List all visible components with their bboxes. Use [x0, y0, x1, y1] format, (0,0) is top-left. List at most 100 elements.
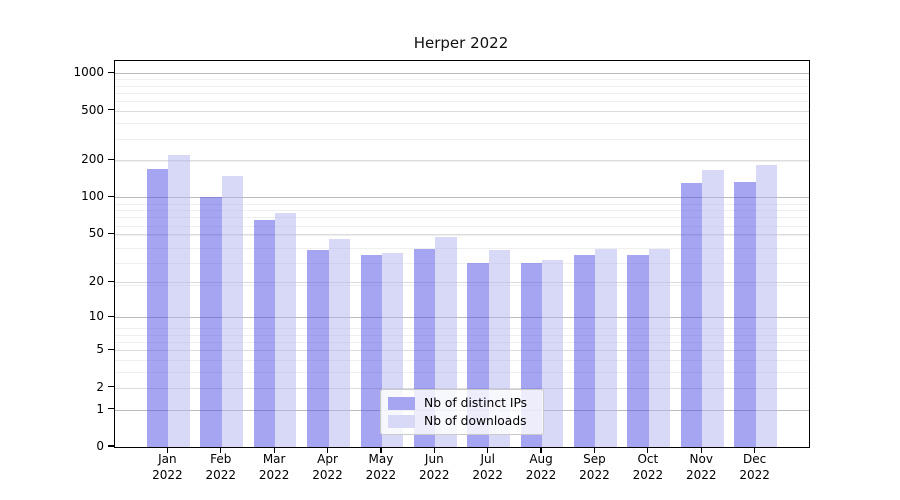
minor-gridline	[115, 263, 809, 265]
y-gridline	[115, 282, 809, 284]
x-tick-mark	[647, 447, 649, 453]
x-tick-mark	[433, 447, 435, 453]
legend-swatch-distinct-ips-icon	[388, 396, 415, 410]
legend-item-downloads: Nb of downloads	[388, 414, 536, 428]
x-tick-label: Apr 2022	[312, 452, 343, 482]
x-tick-label: Dec 2022	[739, 452, 770, 482]
y-tick-label: 0	[96, 439, 104, 453]
x-tick-mark	[326, 447, 329, 453]
x-tick-mark	[220, 447, 222, 453]
bar-mar-downloads	[275, 212, 297, 447]
bar-aug-downloads	[542, 259, 564, 447]
minor-gridline	[115, 328, 809, 330]
y-tick-label: 50	[88, 226, 104, 241]
y-tick-label: 2	[96, 379, 104, 394]
x-tick-mark	[166, 447, 168, 453]
minor-gridline	[115, 123, 809, 125]
bar-may-ips	[360, 254, 382, 447]
minor-gridline	[115, 101, 809, 103]
bar-sep-ips	[574, 254, 596, 447]
minor-gridline	[115, 217, 809, 219]
bar-oct-ips	[627, 254, 649, 447]
minor-gridline	[115, 285, 809, 287]
y-gridline	[115, 197, 809, 199]
y-tick-mark	[108, 195, 114, 198]
x-tick-mark	[273, 447, 275, 453]
y-tick-label: 1	[96, 401, 104, 416]
legend: Nb of distinct IPs Nb of downloads	[380, 389, 544, 435]
y-tick-label: 1000	[73, 65, 104, 80]
y-gridline	[115, 73, 809, 75]
y-tick-mark	[108, 385, 114, 388]
y-tick-mark	[108, 348, 114, 350]
bar-jan-ips	[147, 168, 169, 447]
minor-gridline	[115, 79, 809, 81]
legend-label-downloads: Nb of downloads	[424, 414, 527, 428]
y-gridline	[115, 317, 809, 319]
y-tick-mark	[108, 71, 114, 74]
y-tick-mark	[108, 109, 114, 111]
bar-sep-downloads	[595, 248, 617, 447]
x-tick-mark	[380, 447, 382, 453]
y-gridline	[115, 350, 809, 352]
bar-nov-downloads	[702, 169, 724, 447]
bar-dec-ips	[734, 181, 756, 447]
bar-dec-downloads	[755, 165, 777, 447]
bar-oct-downloads	[648, 248, 671, 447]
bar-mar-ips	[253, 220, 276, 447]
chart-title: Herper 2022	[413, 34, 509, 52]
x-tick-mark	[700, 447, 702, 453]
minor-gridline	[115, 85, 809, 87]
minor-gridline	[115, 334, 809, 336]
y-gridline	[115, 387, 809, 389]
legend-swatch-downloads-icon	[388, 414, 415, 428]
x-tick-label: Jul 2022	[472, 452, 503, 482]
legend-item-distinct-ips: Nb of distinct IPs	[388, 396, 536, 410]
x-tick-label: Sep 2022	[579, 452, 610, 482]
y-gridline	[115, 234, 809, 236]
x-tick-label: Aug 2022	[525, 452, 557, 482]
y-gridline	[115, 160, 809, 162]
minor-gridline	[115, 372, 809, 374]
minor-gridline	[115, 203, 809, 205]
y-tick-label: 500	[81, 102, 104, 117]
bar-apr-downloads	[328, 238, 350, 447]
y-tick-label: 200	[81, 152, 104, 167]
minor-gridline	[115, 235, 809, 237]
minor-gridline	[115, 210, 809, 212]
x-tick-label: Oct 2022	[632, 452, 664, 482]
minor-gridline	[115, 92, 809, 94]
x-tick-label: Jan 2022	[152, 452, 183, 482]
y-tick-mark	[108, 158, 114, 160]
y-tick-mark	[108, 407, 114, 410]
bar-jan-downloads	[168, 155, 190, 447]
minor-gridline	[115, 138, 809, 140]
y-tick-mark	[108, 232, 114, 234]
bar-feb-downloads	[221, 175, 244, 447]
y-tick-mark	[108, 315, 114, 317]
y-tick-label: 10	[88, 309, 104, 324]
y-tick-label: 5	[96, 342, 104, 357]
x-tick-mark	[754, 447, 756, 453]
bar-feb-ips	[200, 197, 222, 447]
x-tick-label: May 2022	[365, 452, 397, 482]
x-tick-mark	[593, 447, 596, 453]
minor-gridline	[115, 225, 809, 227]
legend-label-distinct-ips: Nb of distinct IPs	[424, 396, 528, 410]
y-tick-label: 100	[81, 189, 104, 204]
x-tick-mark	[487, 447, 489, 453]
x-tick-label: Nov 2022	[685, 452, 717, 482]
y-tick-mark	[108, 445, 114, 447]
y-tick-label: 20	[88, 274, 104, 289]
bar-apr-ips	[307, 250, 329, 447]
x-tick-mark	[540, 447, 542, 453]
minor-gridline	[115, 341, 809, 343]
x-tick-label: Mar 2022	[258, 452, 290, 482]
x-tick-label: Jun 2022	[419, 452, 450, 482]
bar-nov-ips	[680, 183, 703, 447]
minor-gridline	[115, 247, 809, 249]
minor-gridline	[115, 359, 809, 361]
x-tick-label: Feb 2022	[205, 452, 237, 482]
y-tick-mark	[108, 280, 114, 282]
